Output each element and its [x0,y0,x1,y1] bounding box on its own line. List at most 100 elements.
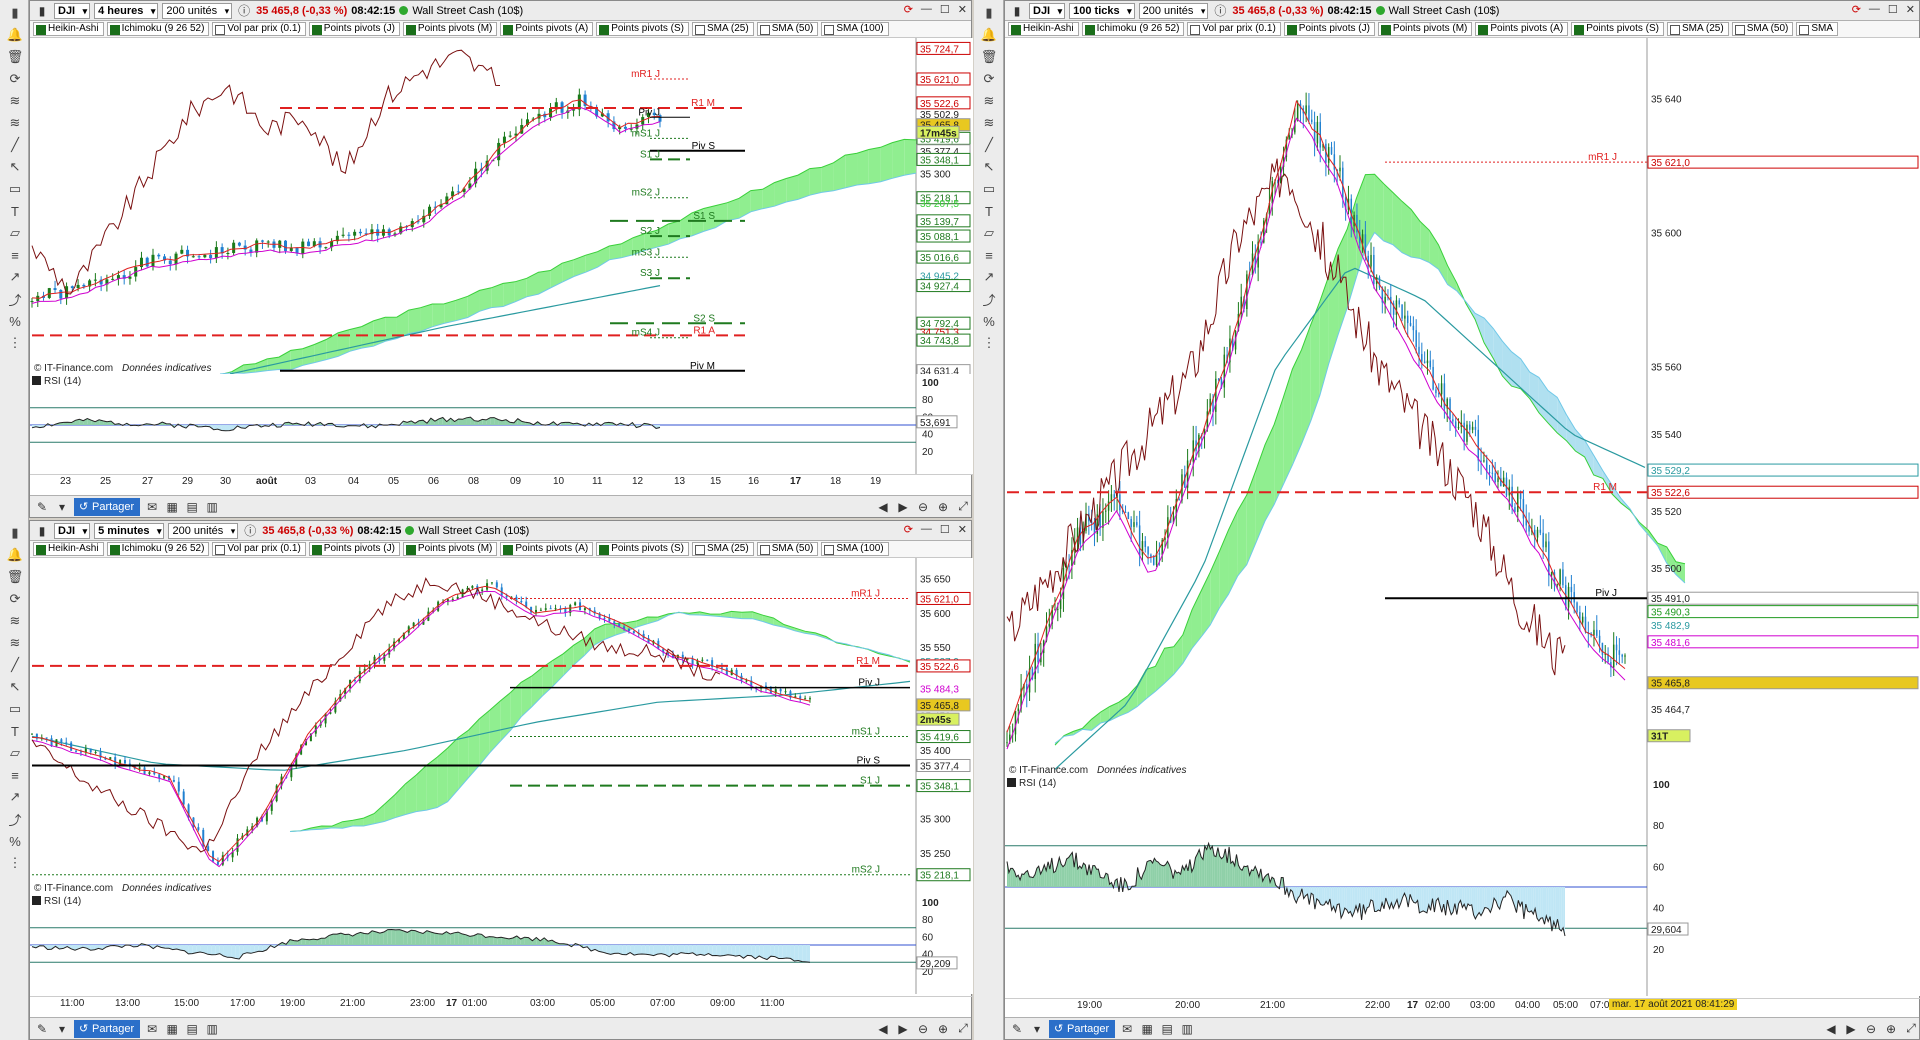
zoom-out-icon[interactable]: ⊖ [917,1021,929,1036]
symbol-select[interactable]: DJI [1029,2,1066,19]
list-icon[interactable]: ▤ [186,499,198,514]
line-icon[interactable]: ╱ [11,657,19,672]
scroll-left-icon[interactable]: ◀ [1826,1021,1836,1036]
arrow-icon[interactable]: ↗ [9,789,21,804]
bell-icon[interactable]: 🔔 [980,27,998,42]
more-icon[interactable]: ⋮ [8,855,22,870]
trash-icon[interactable]: 🗑 [6,49,24,64]
chart-type-icon[interactable]: ▮ [1013,3,1021,18]
indicator-toggle[interactable]: Points pivots (M) [402,542,498,556]
candle-icon[interactable]: ▮ [11,525,19,540]
scroll-right-icon[interactable]: ▶ [1846,1021,1856,1036]
node-icon[interactable]: ⤴ [982,292,996,308]
scroll-right-icon[interactable]: ▶ [898,1021,908,1036]
dropdown-icon[interactable]: ▾ [58,499,66,514]
zoom-in-icon[interactable]: ⊕ [1885,1021,1897,1036]
indicator-toggle[interactable]: Heikin-Ashi [33,542,104,556]
channel-icon[interactable]: ▱ [984,225,994,240]
candle-icon[interactable]: ▮ [985,5,993,20]
fibonacci-icon[interactable]: ≋ [983,93,995,108]
more-icon[interactable]: ⋮ [982,335,996,350]
indicator-toggle[interactable]: SMA (50) [756,542,819,556]
info-icon[interactable]: ⓘ [244,524,257,538]
units-select[interactable]: 200 unités [1138,2,1209,19]
price-chart[interactable]: mR1 J R1 M Piv J 35 640 35 621,0 35 600 35 560… [1005,38,1920,776]
zoom-out-icon[interactable]: ⊖ [917,499,929,514]
zoom-in-icon[interactable]: ⊕ [937,1021,949,1036]
layout-icon[interactable]: ▥ [206,1021,218,1036]
magnet-icon[interactable]: ⟳ [983,71,995,86]
units-select[interactable]: 200 unités [168,522,239,539]
candle-icon[interactable]: ▮ [11,5,19,20]
fibonacci-ext-icon[interactable]: ≡ [11,767,19,783]
close-icon[interactable]: ✕ [1905,4,1915,16]
arrow-icon[interactable]: ↗ [983,269,995,284]
expand-icon[interactable]: ⤢ [958,499,968,513]
share-button[interactable]: Partager [74,497,141,516]
zoom-in-icon[interactable]: ⊕ [937,499,949,514]
layout-icon[interactable]: ▥ [206,499,218,514]
node-icon[interactable]: ⤴ [8,292,22,308]
indicator-toggle[interactable]: Points pivots (M) [402,22,498,36]
fibonacci-icon[interactable]: ≋ [9,613,21,628]
timeframe-select[interactable]: 4 heures [94,2,159,19]
close-icon[interactable]: ✕ [957,524,967,536]
price-chart[interactable]: mR1 J R1 M Piv J mS1 J Piv S S1 J mS2 J S1 S S2 … [30,38,973,374]
text-icon[interactable]: T [985,203,993,219]
grid-icon[interactable]: ▦ [1141,1021,1153,1036]
chart-type-icon[interactable]: ▮ [38,3,46,18]
price-chart[interactable]: mR1 J R1 M Piv J mS1 J Piv S S1 J mS2 J 35 650 3… [30,558,973,894]
indicator-toggle[interactable]: Points pivots (S) [596,542,690,556]
indicator-toggle[interactable]: Vol par prix (0.1) [1187,22,1281,36]
maximize-icon[interactable]: ☐ [939,4,950,16]
indicator-toggle[interactable]: Points pivots (J) [1283,22,1375,36]
pencil-icon[interactable]: ✎ [1011,1021,1023,1036]
cursor-icon[interactable]: ↖ [983,159,995,174]
indicator-toggle[interactable]: Ichimoku (9 26 52) [106,542,210,556]
percent-icon[interactable]: % [983,313,995,329]
bell-icon[interactable]: 🔔 [6,27,24,42]
message-icon[interactable]: ✉ [147,1021,158,1036]
symbol-select[interactable]: DJI [54,2,91,19]
rsi-chart[interactable]: RSI (14) 100 80 60 40 20 29,604 [1005,776,1920,996]
rsi-chart[interactable]: RSI (14)1008060402053,691 [30,374,973,474]
layout-icon[interactable]: ▥ [1181,1021,1193,1036]
channel-icon[interactable]: ▱ [10,745,20,760]
indicator-toggle[interactable]: SMA (25) [692,542,754,556]
indicator-toggle[interactable]: Points pivots (M) [1377,22,1473,36]
pencil-icon[interactable]: ✎ [36,1021,48,1036]
scroll-right-icon[interactable]: ▶ [898,499,908,514]
chart-type-icon[interactable]: ▮ [38,523,46,538]
refresh-icon[interactable]: ⟳ [1851,4,1861,16]
indicator-toggle[interactable]: Heikin-Ashi [33,22,104,36]
indicator-toggle[interactable]: SMA (25) [1667,22,1729,36]
minimize-icon[interactable]: — [1868,3,1880,15]
fibonacci-ext-icon[interactable]: ≡ [985,247,993,263]
indicator-toggle[interactable]: SMA (50) [1731,22,1794,36]
cursor-icon[interactable]: ↖ [9,159,21,174]
share-button[interactable]: Partager [74,1019,141,1038]
indicator-toggle[interactable]: SMA [1796,22,1839,36]
close-icon[interactable]: ✕ [957,4,967,16]
indicator-toggle[interactable]: Points pivots (A) [1475,22,1569,36]
trash-icon[interactable]: 🗑 [980,49,998,64]
more-icon[interactable]: ⋮ [8,335,22,350]
pencil-icon[interactable]: ✎ [36,499,48,514]
dropdown-icon[interactable]: ▾ [58,1021,66,1036]
maximize-icon[interactable]: ☐ [939,524,950,536]
indicator-toggle[interactable]: SMA (25) [692,22,754,36]
expand-icon[interactable]: ⤢ [1906,1021,1916,1035]
indicator-toggle[interactable]: Heikin-Ashi [1008,22,1079,36]
units-select[interactable]: 200 unités [162,2,233,19]
line-icon[interactable]: ╱ [985,137,993,152]
share-button[interactable]: Partager [1049,1019,1116,1038]
refresh-icon[interactable]: ⟳ [903,4,913,16]
fibonacci-ext-icon[interactable]: ≡ [11,247,19,263]
grid-icon[interactable]: ▦ [166,499,178,514]
fibonacci-fan-icon[interactable]: ≋ [983,115,995,130]
indicator-toggle[interactable]: SMA (100) [821,542,889,556]
percent-icon[interactable]: % [9,313,21,329]
magnet-icon[interactable]: ⟳ [9,591,21,606]
text-icon[interactable]: T [11,203,19,219]
